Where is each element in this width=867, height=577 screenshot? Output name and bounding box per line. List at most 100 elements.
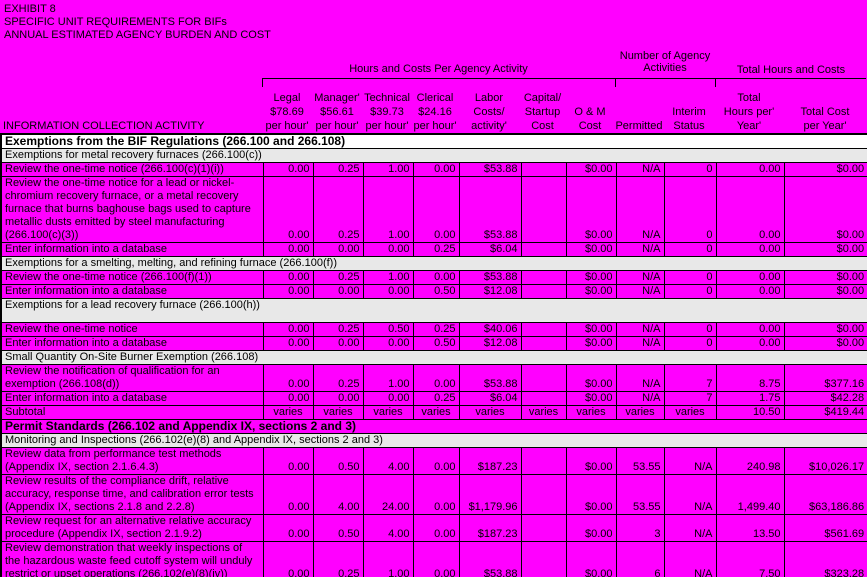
value-cell: $0.00: [565, 391, 617, 406]
value-cell: $0.00: [565, 336, 617, 351]
column-header-line: Capital/: [523, 92, 562, 104]
value-cell: [520, 336, 567, 351]
value-cell: [520, 176, 567, 243]
column-header-line: Status: [673, 120, 705, 132]
value-cell: 1.00: [362, 541, 414, 577]
value-column-header: Interim Status: [663, 86, 715, 133]
value-cell: 0.00: [312, 242, 364, 257]
value-cell: N/A: [615, 336, 665, 351]
value-cell: $1,179.96: [458, 474, 522, 515]
value-cell: $0.00: [565, 364, 617, 392]
value-cell: $0.00: [783, 284, 867, 299]
subsection-row: Exemptions for a smelting, melting, and …: [0, 256, 867, 271]
subtotal-row: Subtotal varies varies varies varies varies va…: [0, 405, 867, 420]
column-header-line: per hour': [413, 120, 457, 132]
value-cell: varies: [412, 405, 460, 420]
value-cell: varies: [312, 405, 364, 420]
value-cell: 0.50: [412, 284, 460, 299]
value-cell: 0.00: [715, 322, 785, 337]
value-cell: 0.00: [715, 242, 785, 257]
value-cell: N/A: [615, 364, 665, 392]
value-cell: 0.00: [262, 474, 314, 515]
exhibit-subtitle: ANNUAL ESTIMATED AGENCY BURDEN AND COST: [4, 29, 271, 41]
value-column-header: O & M Cost: [565, 86, 615, 133]
value-cell: $419.44: [783, 405, 867, 420]
column-header-line: $24.16: [418, 106, 452, 118]
column-header-line: O & M: [574, 106, 606, 118]
table-row: Review request for an alternative relati…: [0, 514, 867, 542]
value-cell: N/A: [663, 541, 717, 577]
value-cell: [520, 242, 567, 257]
value-cell: 0.00: [412, 474, 460, 515]
value-cell: varies: [663, 405, 717, 420]
subsection-header-cell: Exemptions for metal recovery furnaces (…: [0, 148, 867, 163]
value-cell: varies: [565, 405, 617, 420]
group-header-hours-costs: Hours and Costs Per Agency Activity: [349, 63, 528, 75]
exhibit-title: SPECIFIC UNIT REQUIREMENTS FOR BIFs: [4, 16, 227, 28]
value-column-header: Labor Costs/activity': [458, 86, 520, 133]
value-cell: $53.88: [458, 364, 522, 392]
subsection-header-cell: Small Quantity On-Site Burner Exemption …: [0, 350, 867, 365]
column-header-line: $56.61: [320, 106, 354, 118]
activity-cell: Review the one-time notice for a lead or…: [0, 176, 264, 243]
value-cell: [520, 322, 567, 337]
value-cell: $53.88: [458, 270, 522, 285]
value-cell: [520, 474, 567, 515]
activity-cell: Enter information into a database: [0, 242, 264, 257]
column-header-line: $78.69: [270, 106, 304, 118]
value-cell: $0.00: [565, 162, 617, 177]
exhibit-number: EXHIBIT 8: [4, 3, 56, 15]
group-bracket-3: [715, 78, 866, 87]
section-header-cell: Permit Standards (266.102 and Appendix I…: [0, 419, 867, 434]
value-cell: $0.00: [783, 322, 867, 337]
value-cell: $323.28: [783, 541, 867, 577]
value-column-header: Technical $39.73 per hour': [362, 86, 412, 133]
value-cell: 0.00: [262, 242, 314, 257]
column-header-line: Hours per': [723, 106, 775, 118]
column-header-line: Manager': [314, 92, 360, 104]
value-cell: 10.50: [715, 405, 785, 420]
column-header-line: Technical: [364, 92, 410, 104]
table-row: Enter information into a database 0.00 0.0…: [0, 284, 867, 299]
table-row: Enter information into a database 0.00 0.0…: [0, 391, 867, 406]
group-header-num-activities: Number of Agency Activities: [619, 50, 711, 74]
value-cell: 53.55: [615, 447, 665, 475]
value-cell: $0.00: [565, 541, 617, 577]
value-cell: 0.25: [312, 176, 364, 243]
value-cell: 0.50: [312, 447, 364, 475]
value-cell: N/A: [663, 474, 717, 515]
table-row: Enter information into a database 0.00 0.0…: [0, 336, 867, 351]
value-column-header: Capital/Startup Cost: [520, 86, 565, 133]
value-cell: $0.00: [565, 284, 617, 299]
value-cell: [520, 270, 567, 285]
value-cell: 0.00: [362, 336, 414, 351]
subsection-header-cell: Exemptions for a smelting, melting, and …: [0, 256, 867, 271]
value-cell: 0: [663, 270, 717, 285]
value-cell: 0.00: [412, 541, 460, 577]
value-cell: 0.00: [715, 284, 785, 299]
value-cell: $6.04: [458, 242, 522, 257]
value-cell: 0.00: [262, 447, 314, 475]
value-cell: $0.00: [565, 447, 617, 475]
value-cell: $187.23: [458, 447, 522, 475]
value-cell: 0.00: [262, 270, 314, 285]
table-row: Enter information into a database 0.00 0.0…: [0, 242, 867, 257]
value-cell: $0.00: [565, 514, 617, 542]
column-header-line: Labor: [474, 92, 504, 104]
value-cell: 1.00: [362, 162, 414, 177]
value-cell: $42.28: [783, 391, 867, 406]
value-cell: 0: [663, 242, 717, 257]
value-cell: $12.08: [458, 284, 522, 299]
value-cell: varies: [458, 405, 522, 420]
value-cell: 0.25: [312, 270, 364, 285]
value-cell: 0.00: [312, 391, 364, 406]
value-cell: $53.88: [458, 541, 522, 577]
table-row: Review demonstration that weekly inspect…: [0, 541, 867, 577]
value-cell: [520, 514, 567, 542]
value-cell: 0.25: [312, 541, 364, 577]
value-cell: 6: [615, 541, 665, 577]
value-cell: 4.00: [362, 514, 414, 542]
section-header-cell: Exemptions from the BIF Regulations (266…: [0, 133, 867, 149]
column-header-line: Cost: [531, 120, 554, 132]
value-cell: $0.00: [565, 270, 617, 285]
